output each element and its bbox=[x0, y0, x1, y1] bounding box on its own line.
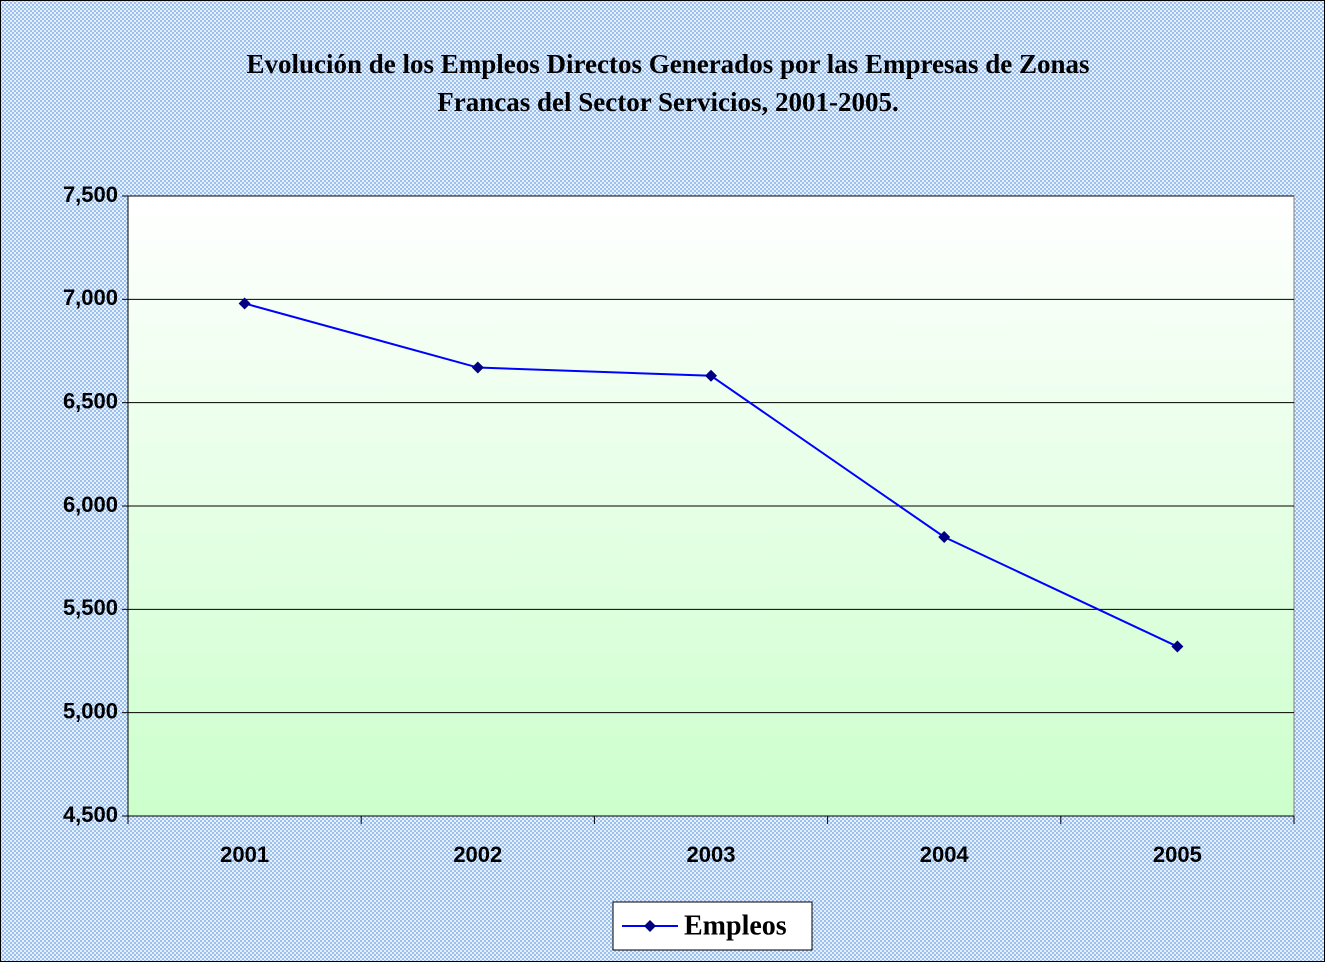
data-point bbox=[471, 361, 484, 374]
x-tick-label: 2002 bbox=[453, 842, 502, 867]
chart-title: Evolución de los Empleos Directos Genera… bbox=[246, 49, 1089, 79]
x-tick-label: 2001 bbox=[220, 842, 269, 867]
legend: Empleos bbox=[612, 901, 813, 951]
y-tick-label: 4,500 bbox=[63, 802, 118, 827]
data-point bbox=[705, 369, 717, 382]
data-point bbox=[938, 531, 951, 543]
y-tick-label: 6,000 bbox=[63, 492, 118, 517]
data-point bbox=[1171, 640, 1184, 653]
data-point bbox=[238, 297, 251, 310]
x-tick-label: 2005 bbox=[1153, 842, 1202, 867]
x-tick-label: 2003 bbox=[687, 842, 736, 867]
y-tick-label: 6,500 bbox=[63, 388, 118, 413]
legend-marker bbox=[644, 920, 656, 932]
x-tick-label: 2004 bbox=[920, 842, 970, 867]
legend-label: Empleos bbox=[684, 910, 787, 941]
y-tick-label: 5,000 bbox=[63, 698, 118, 723]
y-tick-label: 7,500 bbox=[63, 182, 118, 207]
y-tick-label: 7,000 bbox=[63, 285, 118, 310]
y-tick-label: 5,500 bbox=[63, 595, 118, 620]
chart-title: Francas del Sector Servicios, 2001-2005. bbox=[437, 87, 898, 117]
